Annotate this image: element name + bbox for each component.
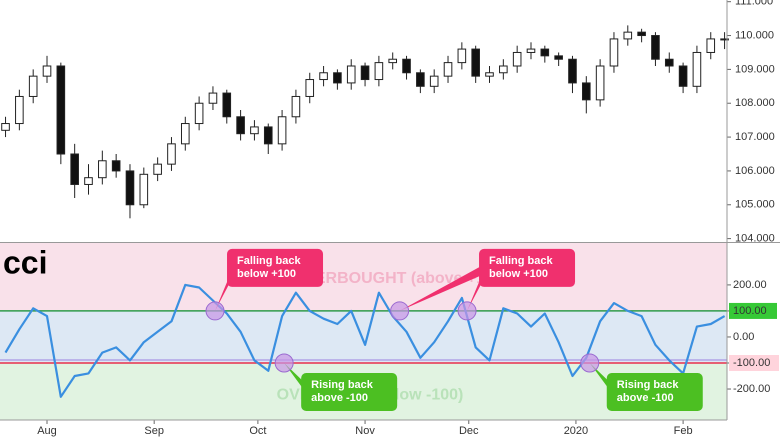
candle-body bbox=[443, 62, 453, 77]
crossing-marker bbox=[580, 353, 600, 373]
level-label-bg bbox=[729, 302, 777, 319]
annotation-box bbox=[301, 372, 398, 411]
annotation-text: Rising back bbox=[311, 379, 374, 391]
y-tick-label: 100.00 bbox=[733, 305, 767, 317]
level-label-bg bbox=[729, 354, 779, 371]
y-tick-label: 105.000 bbox=[735, 199, 775, 211]
annotation-text: Falling back bbox=[489, 255, 553, 267]
annotation-pointer bbox=[399, 262, 488, 311]
candle-body bbox=[457, 48, 467, 64]
candle-body bbox=[554, 55, 563, 60]
x-tick-label: Nov bbox=[355, 425, 375, 437]
annotation-text: Rising back bbox=[617, 379, 680, 391]
pane-title: cci bbox=[3, 244, 47, 280]
crossing-marker bbox=[274, 353, 294, 373]
cci-line bbox=[4, 283, 726, 398]
candle-body bbox=[623, 31, 633, 40]
candle-body bbox=[236, 116, 245, 135]
x-tick-label: 2020 bbox=[564, 425, 588, 437]
y-tick-label: 111.000 bbox=[735, 0, 773, 8]
y-tick-label: 104.000 bbox=[735, 233, 775, 245]
candle-body bbox=[678, 65, 688, 87]
candle-body bbox=[485, 72, 494, 77]
candle-body bbox=[305, 79, 315, 97]
candle-body bbox=[568, 58, 577, 84]
candle-body bbox=[595, 65, 605, 101]
candle-body bbox=[388, 58, 398, 64]
candle-body bbox=[609, 38, 619, 67]
y-tick-label: 110.000 bbox=[735, 29, 774, 41]
candle-body bbox=[111, 160, 121, 172]
y-tick-label: -100.00 bbox=[733, 357, 770, 369]
candle-body bbox=[499, 65, 508, 74]
candle-body bbox=[180, 123, 190, 145]
x-tick-label: Feb bbox=[674, 425, 693, 437]
candle-body bbox=[15, 95, 24, 125]
annotation-text: below +100 bbox=[489, 268, 548, 280]
candle-body bbox=[664, 58, 674, 67]
annotation-box bbox=[479, 248, 576, 287]
candle-body bbox=[222, 92, 232, 118]
candle-body bbox=[319, 72, 328, 81]
y-tick-label: 108.000 bbox=[735, 97, 775, 109]
candle-body bbox=[28, 75, 38, 97]
annotation-text: below +100 bbox=[237, 268, 296, 280]
candle-body bbox=[402, 58, 411, 74]
candle-body bbox=[429, 75, 439, 87]
candle-body bbox=[194, 102, 204, 125]
candle-body bbox=[139, 173, 149, 206]
candle-body bbox=[84, 177, 93, 185]
crossing-marker bbox=[390, 301, 410, 321]
annotation-text: above -100 bbox=[311, 392, 368, 404]
candle-body bbox=[720, 38, 729, 41]
x-tick-label: Oct bbox=[249, 425, 266, 437]
candle-body bbox=[540, 48, 550, 57]
candle-body bbox=[471, 48, 480, 77]
candle-body bbox=[526, 48, 536, 53]
candle-body bbox=[125, 170, 135, 206]
candle-body bbox=[263, 126, 273, 145]
candle-body bbox=[651, 35, 660, 60]
candle-body bbox=[42, 65, 52, 77]
annotation-box bbox=[606, 372, 703, 411]
y-tick-label: 200.00 bbox=[733, 279, 767, 291]
x-tick-label: Dec bbox=[459, 425, 479, 437]
crossing-marker bbox=[457, 301, 477, 321]
x-tick-label: Aug bbox=[37, 425, 57, 437]
candle-body bbox=[208, 92, 218, 104]
pane-background bbox=[0, 0, 727, 242]
y-tick-label: -200.00 bbox=[733, 383, 770, 395]
candle-body bbox=[692, 51, 702, 87]
y-tick-label: 107.000 bbox=[735, 131, 775, 143]
candle-body bbox=[374, 62, 384, 81]
candle-body bbox=[512, 51, 522, 67]
annotation-box bbox=[227, 248, 324, 287]
candle-body bbox=[70, 153, 79, 185]
candle-body bbox=[581, 82, 591, 101]
neutral-zone bbox=[0, 310, 727, 363]
candle-body bbox=[277, 116, 287, 145]
candle-body bbox=[98, 160, 107, 179]
candle-body bbox=[333, 72, 342, 84]
x-tick-label: Sep bbox=[144, 425, 164, 437]
candle-body bbox=[250, 126, 259, 135]
y-tick-label: 106.000 bbox=[735, 165, 775, 177]
y-tick-label: 109.000 bbox=[735, 63, 775, 75]
candle-body bbox=[360, 65, 370, 81]
candle-body bbox=[346, 65, 356, 84]
candle-body bbox=[416, 72, 425, 87]
annotation-text: above -100 bbox=[617, 392, 674, 404]
crossing-marker bbox=[205, 301, 225, 321]
overbought-zone bbox=[0, 243, 727, 311]
candle-body bbox=[291, 95, 301, 118]
candle-body bbox=[153, 163, 162, 175]
candle-body bbox=[637, 31, 646, 37]
y-tick-label: 0.00 bbox=[733, 331, 754, 343]
annotation-text: Falling back bbox=[237, 255, 301, 267]
candle-body bbox=[167, 143, 176, 165]
candle-body bbox=[56, 65, 66, 155]
candle-body bbox=[706, 38, 716, 53]
candle-body bbox=[1, 123, 10, 131]
